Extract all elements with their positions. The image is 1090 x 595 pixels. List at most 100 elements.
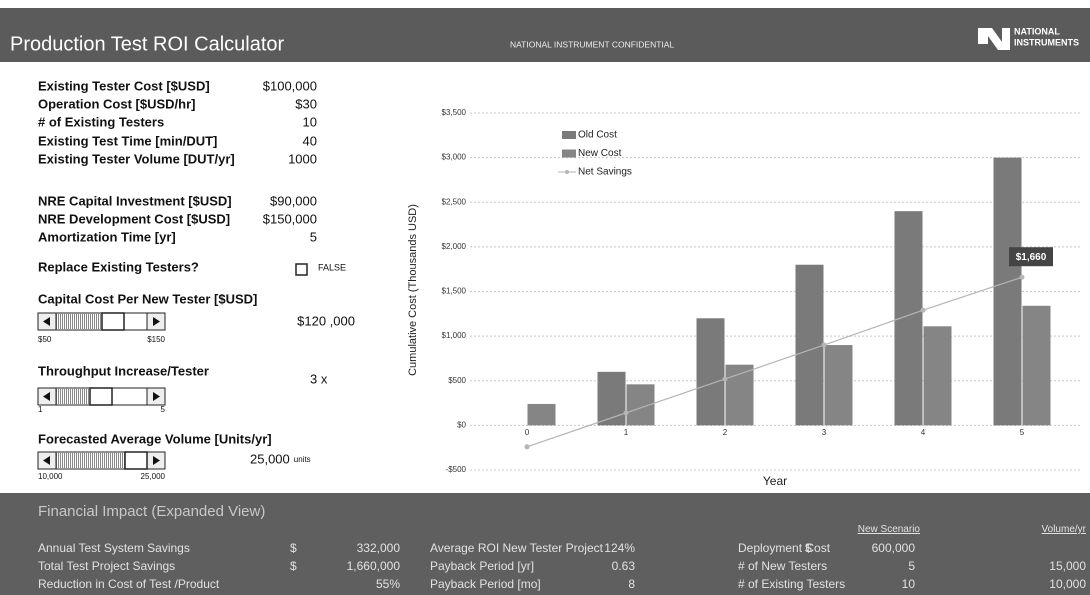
input-label: Operation Cost [$USD/hr] — [38, 96, 195, 111]
x-tick-label: 3 — [822, 428, 827, 437]
legend-dot — [565, 170, 569, 174]
x-tick-label: 1 — [624, 428, 629, 437]
slider-fill — [56, 389, 90, 404]
impact-cell: Total Test Project Savings — [38, 559, 176, 573]
input-value: $100,000 — [263, 78, 317, 93]
arrow-right — [153, 456, 160, 465]
impact-cell: Deployment Cost — [738, 541, 831, 555]
impact-cell: $ 332,000 — [290, 541, 400, 555]
input-value: 1000 — [288, 151, 317, 166]
impact-cell: $ 600,000 — [805, 541, 915, 555]
slider-max: $150 — [147, 335, 165, 344]
arrow-left — [43, 392, 50, 401]
logo-text: INSTRUMENTS — [1014, 37, 1079, 47]
bar — [527, 403, 556, 426]
bar — [696, 318, 725, 426]
impact-cell: 10,000 — [1049, 577, 1086, 591]
input-label: NRE Development Cost [$USD] — [38, 211, 230, 226]
slider-value: $120 ,000 — [297, 313, 355, 328]
y-tick-label: $3,000 — [442, 153, 467, 162]
value-label: $1,660 — [1016, 252, 1047, 263]
impact-cell: # of New Testers — [738, 559, 828, 573]
y-tick-label: $0 — [457, 420, 466, 429]
point — [821, 342, 827, 348]
arrow-right — [153, 392, 160, 401]
logo-mark — [978, 28, 1010, 50]
impact-cell: 5 — [908, 559, 915, 573]
impact-cell: # of Existing Testers — [738, 577, 846, 591]
bar — [597, 371, 626, 426]
slider-unit: units — [294, 455, 311, 464]
arrow-left — [43, 317, 50, 326]
y-tick-label: $500 — [448, 376, 466, 385]
arrow-left — [43, 456, 50, 465]
bar — [725, 364, 754, 426]
input-value: 10 — [303, 114, 317, 129]
input-value: 40 — [303, 133, 317, 148]
point — [920, 307, 926, 313]
impact-cell: 10 — [901, 577, 915, 591]
legend-label: New Cost — [578, 148, 622, 159]
x-tick-label: 0 — [525, 428, 530, 437]
slider-min: 1 — [38, 405, 43, 414]
legend-swatch — [562, 149, 576, 158]
slider-max: 5 — [161, 405, 166, 414]
x-tick-label: 2 — [723, 428, 728, 437]
impact-cell: Annual Test System Savings — [38, 541, 190, 555]
impact-cell: $ 1,660,000 — [290, 559, 400, 573]
legend-label: Net Savings — [578, 167, 632, 178]
bar — [993, 157, 1022, 426]
legend-label: Old Cost — [578, 130, 617, 141]
slider-label: Throughput Increase/Tester — [38, 363, 209, 378]
slider-max: 25,000 — [141, 472, 166, 481]
impact-cell: 8 — [628, 577, 635, 591]
impact-cell: 124% — [604, 541, 635, 555]
input-value: $90,000 — [270, 193, 317, 208]
line — [526, 276, 1023, 448]
input-label: Existing Tester Cost [$USD] — [38, 78, 210, 93]
column-header: Volume/yr — [1041, 524, 1086, 535]
checkbox[interactable] — [295, 263, 308, 276]
point — [722, 376, 728, 382]
confidential-note: NATIONAL INSTRUMENT CONFIDENTIAL — [510, 39, 674, 49]
y-tick-label: $2,000 — [442, 242, 467, 251]
bar — [1022, 305, 1051, 426]
slider-value: 3 x — [310, 371, 328, 386]
y-tick-label: $2,500 — [442, 197, 467, 206]
impact-cell: 15,000 — [1049, 559, 1086, 573]
impact-cell: Payback Period [mo] — [430, 577, 541, 591]
slider-label: Capital Cost Per New Tester [$USD] — [38, 291, 257, 306]
bar — [923, 326, 952, 426]
checkbox-value: FALSE — [318, 262, 346, 272]
point — [1019, 274, 1025, 280]
impact-cell: 0.63 — [611, 559, 635, 573]
x-axis-label: Year — [763, 474, 787, 488]
y-tick-label: -$500 — [446, 465, 467, 474]
y-axis-label: Cumulative Cost (Thousands USD) — [407, 204, 419, 376]
y-tick-label: $1,000 — [442, 331, 467, 340]
input-label: # of Existing Testers — [38, 114, 164, 129]
impact-cell: Average ROI New Tester Project — [430, 541, 603, 555]
value-label-box — [1009, 247, 1053, 267]
slider-thumb[interactable] — [124, 451, 148, 470]
bar — [795, 264, 824, 426]
header-bar — [0, 8, 1090, 62]
app-title: Production Test ROI Calculator — [10, 33, 285, 55]
slider-thumb[interactable] — [101, 312, 125, 331]
arrow-right — [153, 317, 160, 326]
logo-text: NATIONAL — [1014, 26, 1060, 36]
slider-thumb[interactable] — [89, 387, 113, 406]
impact-cell: Reduction in Cost of Test /Product — [38, 577, 220, 591]
input-label: Existing Test Time [min/DUT] — [38, 133, 217, 148]
impact-cell: Payback Period [yr] — [430, 559, 535, 573]
legend-swatch — [562, 131, 576, 139]
slider-value: 25,000 — [250, 451, 290, 466]
input-value: 5 — [310, 229, 317, 244]
column-header: New Scenario — [857, 524, 920, 535]
bar — [824, 345, 853, 426]
input-label: Amortization Time [yr] — [38, 229, 176, 244]
impact-cell: 55% — [375, 577, 400, 591]
impact-band — [0, 493, 1090, 595]
